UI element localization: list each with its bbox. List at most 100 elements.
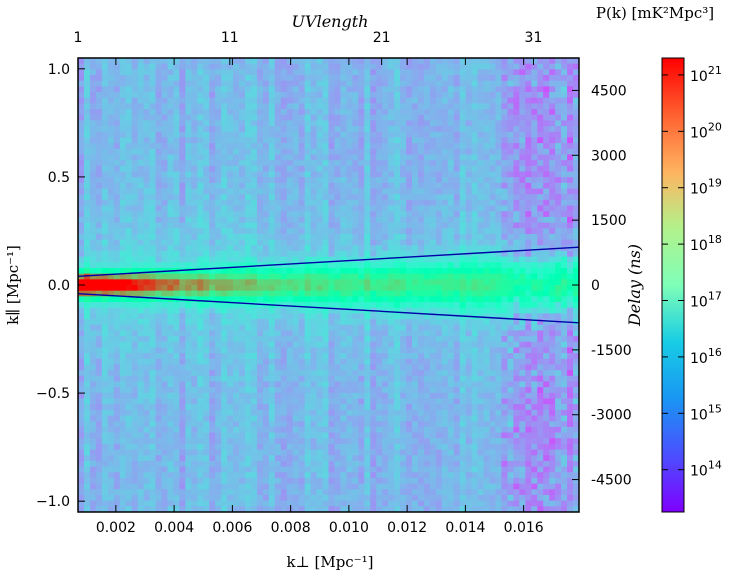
heatmap-cell (435, 194, 443, 201)
heatmap-cell (113, 353, 121, 360)
heatmap-cell (364, 404, 371, 411)
heatmap-cell (233, 307, 240, 314)
heatmap-cell (250, 494, 258, 502)
heatmap-cell (280, 392, 288, 399)
heatmap-cell (370, 285, 377, 292)
heatmap-cell (137, 177, 144, 184)
heatmap-cell (388, 290, 395, 297)
heatmap-cell (239, 143, 246, 150)
heatmap-cell (364, 370, 371, 377)
heatmap-cell (101, 398, 109, 405)
heatmap-cell (334, 148, 341, 155)
heatmap-cell (250, 137, 258, 144)
heatmap-cell (376, 256, 383, 263)
heatmap-cell (316, 319, 323, 326)
heatmap-cell (89, 205, 97, 212)
heatmap-cell (78, 415, 85, 422)
heatmap-cell (107, 449, 115, 456)
heatmap-cell (388, 256, 395, 263)
heatmap-cell (286, 250, 294, 258)
heatmap-cell (376, 455, 383, 462)
heatmap-cell (304, 75, 311, 82)
heatmap-cell (209, 58, 216, 65)
heatmap-cell (340, 500, 347, 507)
heatmap-cell (388, 449, 395, 456)
heatmap-cell (340, 80, 347, 87)
heatmap-cell (256, 330, 264, 337)
heatmap-cell (262, 109, 270, 116)
heatmap-cell (417, 483, 425, 490)
heatmap-cell (245, 426, 252, 433)
heatmap-cell (173, 483, 180, 490)
heatmap-cell (310, 364, 317, 371)
heatmap-cell (447, 69, 455, 76)
heatmap-cell (256, 460, 264, 468)
heatmap-cell (376, 92, 383, 99)
heatmap-cell (185, 211, 192, 218)
heatmap-cell (340, 109, 347, 116)
heatmap-cell (352, 477, 359, 485)
heatmap-cell (394, 324, 401, 331)
heatmap-cell (155, 199, 162, 206)
heatmap-cell (340, 86, 347, 93)
heatmap-cell (417, 489, 425, 496)
heatmap-cell (107, 211, 115, 218)
heatmap-cell (441, 165, 449, 172)
heatmap-cell (280, 279, 288, 286)
heatmap-cell (209, 319, 216, 326)
heatmap-cell (310, 103, 317, 110)
heatmap-cell (429, 421, 437, 428)
heatmap-cell (89, 58, 97, 65)
heatmap-cell (370, 148, 377, 155)
heatmap-cell (292, 330, 300, 337)
heatmap-cell (131, 307, 139, 314)
heatmap-cell (167, 421, 174, 428)
heatmap-cell (149, 432, 156, 439)
heatmap-cell (304, 97, 311, 104)
heatmap-cell (155, 86, 162, 93)
heatmap-cell (268, 489, 276, 496)
heatmap-cell (298, 443, 306, 450)
heatmap-cell (191, 245, 198, 252)
heatmap-cell (304, 324, 311, 331)
heatmap-cell (429, 205, 437, 212)
heatmap-cell (292, 460, 300, 468)
heatmap-cell (322, 330, 329, 337)
heatmap-cell (382, 273, 389, 280)
heatmap-cell (256, 347, 264, 354)
heatmap-cell (83, 500, 91, 507)
heatmap-cell (376, 285, 383, 292)
heatmap-cell (143, 341, 150, 348)
heatmap-cell (286, 319, 294, 326)
heatmap-cell (388, 336, 395, 343)
heatmap-cell (245, 477, 252, 485)
heatmap-cell (215, 302, 222, 309)
heatmap-cell (191, 409, 198, 416)
heatmap-cell (286, 364, 294, 371)
heatmap-cell (155, 171, 162, 178)
heatmap-cell (423, 324, 431, 331)
heatmap-cell (334, 273, 341, 280)
heatmap-cell (358, 494, 365, 502)
heatmap-cell (101, 92, 109, 99)
heatmap-cell (137, 375, 144, 382)
heatmap-cell (239, 330, 246, 337)
heatmap-cell (364, 114, 371, 121)
heatmap-cell (346, 250, 353, 258)
heatmap-cell (328, 313, 335, 320)
heatmap-cell (149, 211, 156, 218)
heatmap-cell (149, 182, 156, 189)
heatmap-cell (310, 381, 317, 388)
heatmap-cell (429, 370, 437, 377)
heatmap-cell (101, 477, 109, 485)
heatmap-cell (107, 500, 115, 507)
heatmap-cell (125, 313, 133, 320)
heatmap-cell (447, 154, 455, 161)
heatmap-cell (358, 86, 365, 93)
heatmap-cell (364, 426, 371, 433)
heatmap-cell (125, 114, 133, 121)
heatmap-cell (143, 199, 150, 206)
heatmap-cell (447, 177, 455, 184)
heatmap-cell (209, 273, 216, 280)
heatmap-cell (298, 472, 306, 479)
